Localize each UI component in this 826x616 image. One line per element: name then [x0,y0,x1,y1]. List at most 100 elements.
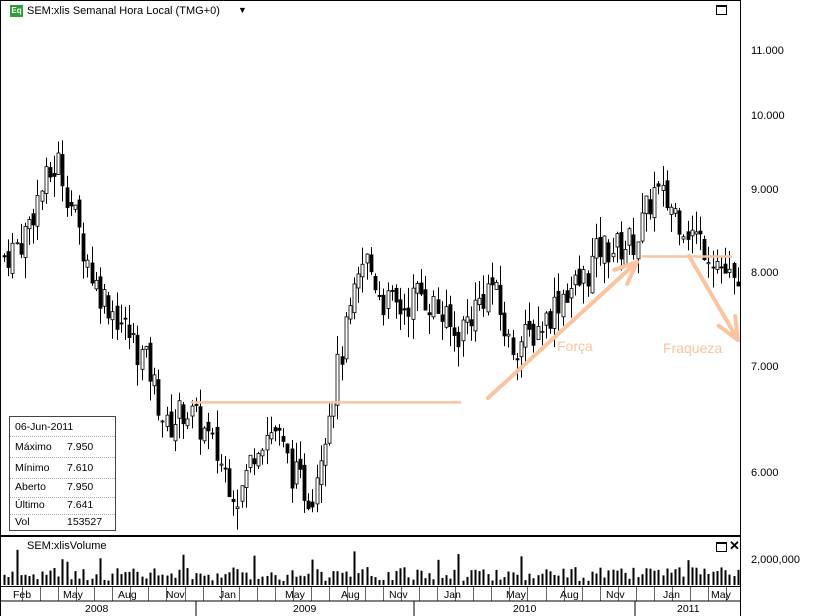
volume-bar [95,574,98,585]
candle-body [681,236,686,240]
volume-bar [432,579,435,585]
candle-body [19,243,24,255]
volume-bar [186,568,189,585]
volume-bar [66,561,69,585]
maximize-icon[interactable] [716,542,727,552]
volume-bar [220,577,223,585]
volume-bar [241,572,244,585]
volume-bar [128,571,131,585]
volume-bar [207,574,210,585]
volume-bar [441,577,444,585]
candle-body [527,320,532,330]
info-value-high: 7.950 [67,441,94,453]
info-value-low: 7.610 [67,462,94,474]
month-label: Jan [219,589,236,601]
candle-body [736,281,740,287]
volume-bar [349,576,352,585]
volume-bar [566,577,569,585]
volume-bar [124,572,127,585]
volume-bar [270,572,273,585]
volume-bar [628,578,631,585]
candle-body [10,242,15,274]
maximize-icon[interactable] [716,5,727,15]
candle-body [656,183,661,187]
force-arrow-head [612,260,639,272]
close-icon[interactable]: ✕ [729,538,740,553]
candle-body [556,290,561,314]
volume-title: SEM:xlisVolume [27,540,107,552]
candle-body [356,273,361,289]
volume-bar [499,579,502,585]
volume-bar [228,572,231,585]
volume-bar [624,572,627,585]
volume-bar [28,576,31,585]
year-label: 2008 [85,603,109,615]
volume-bar [670,572,673,585]
candle-body [31,213,36,226]
volume-bar [524,580,527,585]
candle-body [411,287,416,320]
volume-bar [562,568,565,585]
volume-bar [136,571,139,585]
equity-icon: Eq [10,5,23,17]
candle-body [531,323,536,346]
candle-body [436,299,441,314]
volume-bar [132,568,135,585]
volume-bar [387,572,390,585]
candle-body [348,305,353,320]
volume-bar [412,579,415,585]
candle-body [552,296,557,329]
volume-bar [336,571,339,585]
candle-body [248,454,253,468]
volume-bar [170,573,173,585]
volume-bar [716,571,719,585]
candle-body [373,276,378,291]
candle-body [140,349,145,370]
candle-body [565,290,570,303]
volume-bar [70,579,73,585]
candle-body [548,311,553,329]
volume-bar [466,576,469,585]
volume-bar [278,579,281,585]
candle-body [469,319,474,327]
time-axis[interactable]: Feb May Aug Nov Jan May Aug Nov Jan May … [0,587,741,616]
candle-body [473,299,478,332]
candle-body [235,506,240,509]
candle-body [173,424,178,442]
volume-bar [195,573,198,585]
chevron-down-icon[interactable]: ▼ [238,5,247,15]
candle-body [561,293,566,318]
volume-bar [516,574,519,585]
candle-body [277,427,282,431]
candle-body [327,415,332,444]
candle-body [381,294,386,316]
candle-body [544,312,549,326]
price-axis[interactable]: 11.000 10.000 9.000 8.000 7.000 6.000 [741,0,826,536]
volume-bar [428,573,431,585]
chart-title[interactable]: SEM:xlis Semanal Hora Local (TMG+0) [27,5,220,17]
volume-bar [616,570,619,585]
volume-bar [211,580,214,585]
candle-body [340,356,345,365]
candle-body [160,420,165,423]
candle-body [606,242,611,263]
volume-bar [641,574,644,585]
volume-bar [149,572,152,585]
volume-bar [403,567,406,585]
candle-body [698,230,703,235]
volume-bar [20,575,23,585]
volume-bar [266,575,269,585]
volume-bar [657,569,660,585]
volume-bar [678,567,681,585]
volume-bar [666,568,669,585]
candle-body [198,406,203,440]
candle-body [331,402,336,417]
volume-tick-label: 2,000,000 [751,554,800,566]
volume-bar [45,574,48,585]
candle-body [415,283,420,294]
candle-body [619,232,624,260]
volume-pane[interactable]: SEM:xlisVolume ✕ [0,536,741,587]
price-chart-pane[interactable]: Eq SEM:xlis Semanal Hora Local (TMG+0) ▼… [0,0,741,536]
volume-bar [111,573,114,585]
candle-body [90,262,95,284]
